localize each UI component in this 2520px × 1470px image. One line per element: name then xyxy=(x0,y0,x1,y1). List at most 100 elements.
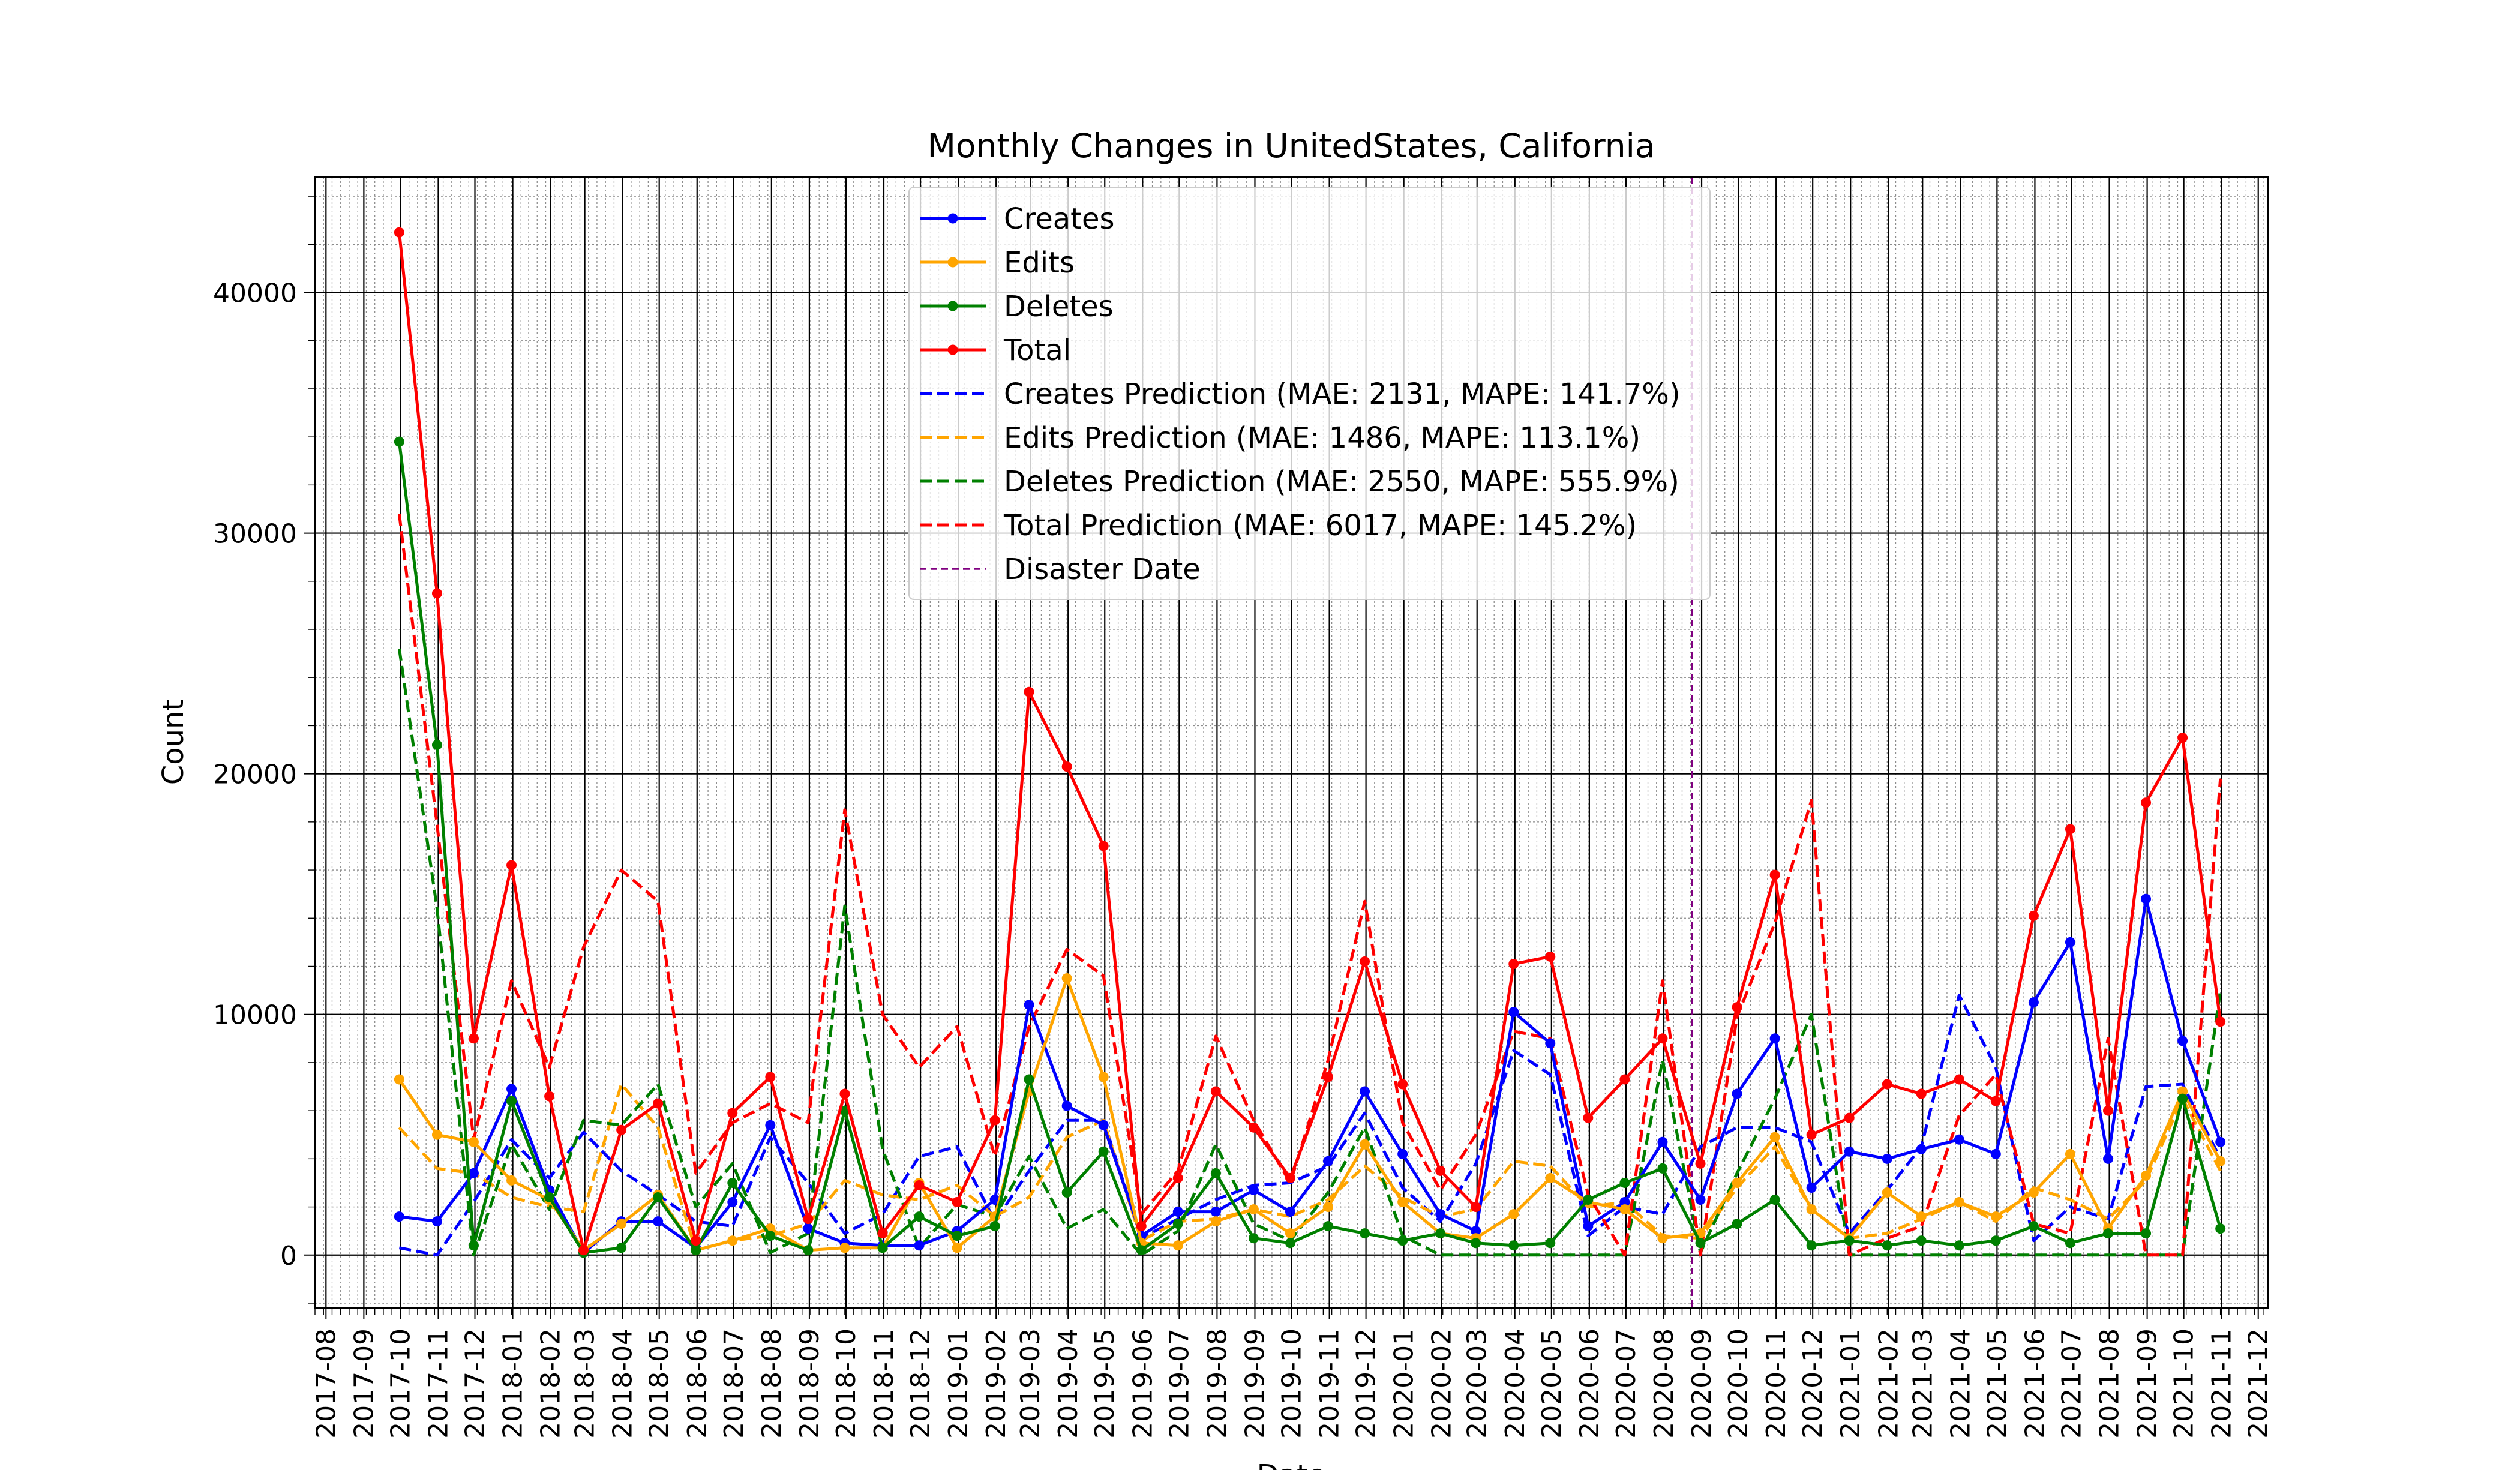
data-point-edits xyxy=(1210,1216,1221,1227)
x-tick-label: 2019-01 xyxy=(943,1328,974,1439)
data-point-deletes xyxy=(431,740,442,751)
x-tick-label: 2019-12 xyxy=(1351,1328,1382,1439)
data-point-creates xyxy=(1844,1146,1855,1157)
data-point-total xyxy=(394,227,404,238)
data-point-total xyxy=(1695,1158,1706,1169)
x-tick-label: 2020-08 xyxy=(1649,1328,1679,1439)
data-point-deletes xyxy=(765,1231,776,1241)
data-point-creates xyxy=(803,1223,814,1234)
data-point-edits xyxy=(394,1074,404,1085)
x-tick-label: 2020-11 xyxy=(1761,1328,1792,1439)
data-point-total xyxy=(952,1197,962,1208)
data-point-deletes xyxy=(2141,1228,2152,1239)
data-point-edits xyxy=(1545,1172,1556,1183)
x-tick-label: 2021-12 xyxy=(2243,1328,2274,1439)
data-point-total xyxy=(877,1228,888,1239)
data-point-total xyxy=(1360,956,1370,967)
y-tick-label: 0 xyxy=(280,1241,297,1271)
data-point-edits xyxy=(1732,1177,1742,1188)
data-point-deletes xyxy=(1172,1219,1183,1229)
data-point-creates xyxy=(468,1168,479,1178)
series-line-edits-prediction xyxy=(398,1082,2222,1252)
x-tick-label: 2021-01 xyxy=(1835,1328,1866,1439)
data-point-creates xyxy=(1882,1153,1892,1164)
data-point-deletes xyxy=(1098,1146,1109,1157)
data-point-deletes xyxy=(1657,1163,1668,1174)
data-point-deletes xyxy=(1508,1240,1519,1251)
data-point-edits xyxy=(1769,1132,1780,1142)
data-point-total xyxy=(1248,1122,1259,1133)
x-tick-label: 2020-02 xyxy=(1427,1328,1457,1439)
data-point-edits xyxy=(2215,1156,2226,1166)
data-point-total xyxy=(616,1124,627,1135)
data-point-total xyxy=(914,1180,925,1190)
data-point-edits xyxy=(431,1129,442,1140)
data-point-creates xyxy=(1732,1088,1742,1099)
data-point-creates xyxy=(1954,1134,1964,1145)
data-point-edits xyxy=(2028,1187,2039,1198)
x-tick-label: 2021-09 xyxy=(2132,1328,2163,1439)
legend: Creates Edits Deletes Total Creates Predicti… xyxy=(908,187,1711,600)
data-point-edits xyxy=(1508,1209,1519,1220)
legend-label-edits-prediction: Edits Prediction (MAE: 1486, MAPE: 113.1… xyxy=(1004,421,1640,455)
data-point-edits xyxy=(616,1219,627,1229)
x-tick-label: 2017-09 xyxy=(349,1328,379,1439)
data-point-deletes xyxy=(1360,1228,1370,1239)
data-point-deletes xyxy=(2215,1223,2226,1234)
data-point-deletes xyxy=(2065,1238,2075,1249)
x-tick-label: 2021-08 xyxy=(2095,1328,2125,1439)
data-point-total xyxy=(1882,1079,1892,1090)
data-point-deletes xyxy=(1323,1221,1334,1232)
legend-marker-deletes xyxy=(947,301,958,311)
data-point-creates xyxy=(1210,1207,1221,1217)
data-point-edits xyxy=(1285,1228,1295,1239)
data-point-total xyxy=(1471,1202,1481,1213)
data-point-creates xyxy=(1657,1136,1668,1147)
data-point-edits xyxy=(1323,1202,1334,1213)
data-point-deletes xyxy=(1844,1235,1855,1246)
data-point-edits xyxy=(727,1235,738,1246)
series-line-deletes-prediction xyxy=(397,648,2222,1257)
data-point-deletes xyxy=(506,1096,517,1106)
data-point-deletes xyxy=(1732,1219,1742,1229)
data-point-deletes xyxy=(653,1192,664,1203)
data-point-edits xyxy=(1806,1204,1817,1215)
data-point-deletes xyxy=(544,1192,555,1203)
data-point-edits xyxy=(1954,1197,1964,1208)
x-tick-label: 2017-11 xyxy=(423,1328,454,1439)
data-point-total xyxy=(727,1108,738,1118)
series-line-total-prediction xyxy=(397,514,2222,1257)
data-point-deletes xyxy=(1583,1195,1594,1205)
x-tick-label: 2019-09 xyxy=(1240,1328,1270,1439)
data-point-deletes xyxy=(1248,1233,1259,1244)
data-point-total xyxy=(1024,686,1034,697)
y-axis-label: Count xyxy=(157,700,190,785)
legend-label-creates-prediction: Creates Prediction (MAE: 2131, MAPE: 141… xyxy=(1004,377,1681,411)
data-point-creates xyxy=(1098,1120,1109,1130)
data-point-total xyxy=(1806,1129,1817,1140)
y-tick-label: 20000 xyxy=(213,760,297,790)
data-point-deletes xyxy=(1619,1177,1630,1188)
data-point-creates xyxy=(1397,1148,1408,1159)
data-point-deletes xyxy=(1990,1235,2001,1246)
data-point-total xyxy=(468,1033,479,1044)
data-point-creates xyxy=(653,1216,664,1227)
legend-label-disaster-date: Disaster Date xyxy=(1004,553,1201,586)
data-point-creates xyxy=(1916,1144,1927,1154)
x-tick-label: 2021-02 xyxy=(1873,1328,1904,1439)
x-tick-label: 2018-04 xyxy=(608,1328,638,1439)
data-point-deletes xyxy=(1471,1238,1481,1249)
data-point-total xyxy=(2141,797,2152,808)
x-tick-label: 2020-09 xyxy=(1687,1328,1717,1439)
data-point-total xyxy=(765,1072,776,1082)
data-point-total xyxy=(1916,1088,1927,1099)
data-point-deletes xyxy=(952,1231,962,1241)
legend-box xyxy=(908,187,1711,600)
data-point-total xyxy=(1397,1079,1408,1090)
data-point-total xyxy=(989,1115,1000,1126)
x-tick-label: 2019-06 xyxy=(1127,1328,1158,1439)
x-tick-label: 2018-07 xyxy=(719,1328,749,1439)
legend-label-edits: Edits xyxy=(1004,246,1075,280)
x-tick-label: 2018-11 xyxy=(869,1328,899,1439)
